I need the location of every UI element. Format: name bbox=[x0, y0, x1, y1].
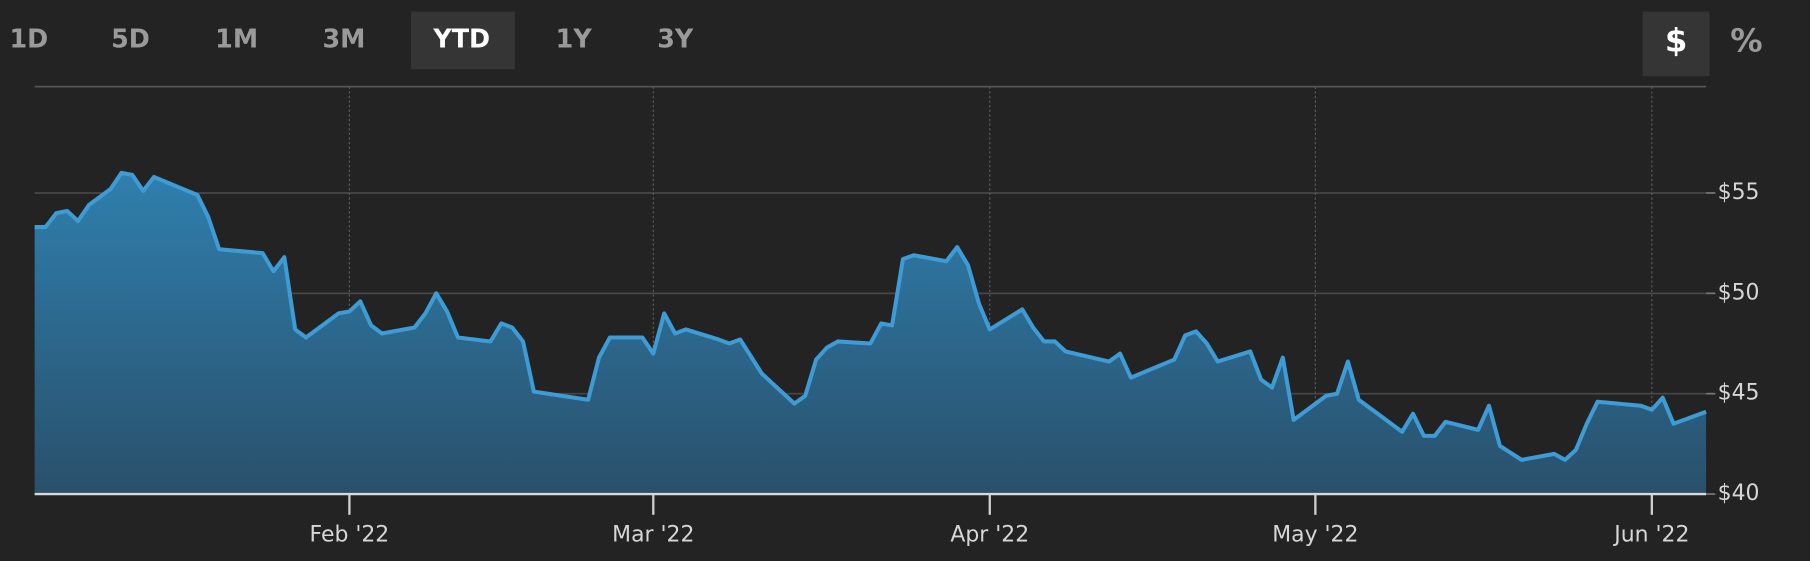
x-tick-label: May '22 bbox=[1272, 523, 1358, 548]
range-button[interactable]: 3Y bbox=[657, 23, 694, 53]
y-tick-label: $55 bbox=[1718, 180, 1760, 205]
unit-button-bg[interactable] bbox=[1642, 11, 1710, 77]
y-tick-label: $40 bbox=[1718, 481, 1760, 506]
range-button[interactable]: 1Y bbox=[556, 23, 593, 53]
range-button[interactable]: 1D bbox=[10, 23, 49, 53]
range-button[interactable]: 5D bbox=[111, 23, 150, 53]
x-tick-label: Mar '22 bbox=[612, 523, 694, 548]
plot: $40 $45 $50 $55 Feb '22 Mar '22 Apr '22 May '22… bbox=[34, 85, 1760, 548]
range-button[interactable]: YTD bbox=[432, 23, 490, 53]
y-tick-label: $50 bbox=[1718, 280, 1760, 305]
line bbox=[34, 170, 1707, 462]
toolbar: 1D 5D 1M 3M YTD 1Y 3Y $% bbox=[10, 11, 1763, 77]
range-button[interactable]: 3M bbox=[323, 23, 366, 53]
area bbox=[34, 172, 1707, 495]
unit-button[interactable]: % bbox=[1730, 22, 1762, 60]
unit-button[interactable]: $ bbox=[1665, 22, 1687, 60]
range-button-bg[interactable] bbox=[410, 11, 515, 70]
x-tick-label: Apr '22 bbox=[950, 523, 1029, 548]
x-tick-label: Feb '22 bbox=[310, 523, 390, 548]
y-tick-label: $45 bbox=[1718, 381, 1760, 406]
range-button[interactable]: 1M bbox=[215, 23, 258, 53]
x-tick-label: Jun '22 bbox=[1612, 523, 1689, 548]
